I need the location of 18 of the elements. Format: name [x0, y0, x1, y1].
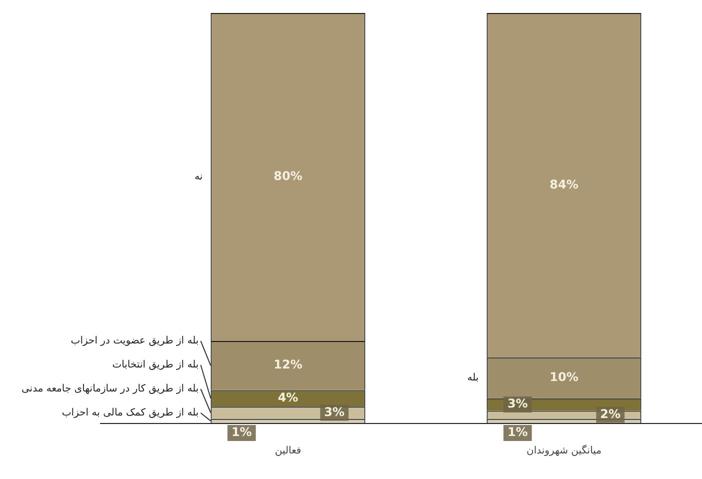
series-label: بله از طریق عضویت در احزاب	[70, 336, 199, 347]
x-tick-label: فعالین	[274, 446, 302, 457]
data-label: 84%	[550, 177, 578, 192]
data-label: 3%	[507, 396, 528, 411]
data-label: 1%	[231, 425, 252, 440]
series-label: نه	[194, 172, 203, 183]
x-tick-label: میانگین شهروندان	[526, 444, 602, 457]
data-label: 1%	[507, 425, 528, 440]
series-label: بله از طریق کمک مالی به احزاب	[62, 408, 199, 419]
data-label: 10%	[550, 370, 578, 384]
data-label: 4%	[278, 390, 298, 405]
data-label: 2%	[600, 406, 621, 421]
data-label: 12%	[274, 358, 302, 372]
data-label: 80%	[274, 169, 302, 184]
annotation: بله	[467, 372, 479, 384]
text: بله از طریق انتخابات	[112, 360, 199, 371]
data-label: 3%	[324, 404, 345, 419]
series-label: بله از طریق کار در سازمانهای جامعه مدنی	[21, 384, 199, 395]
